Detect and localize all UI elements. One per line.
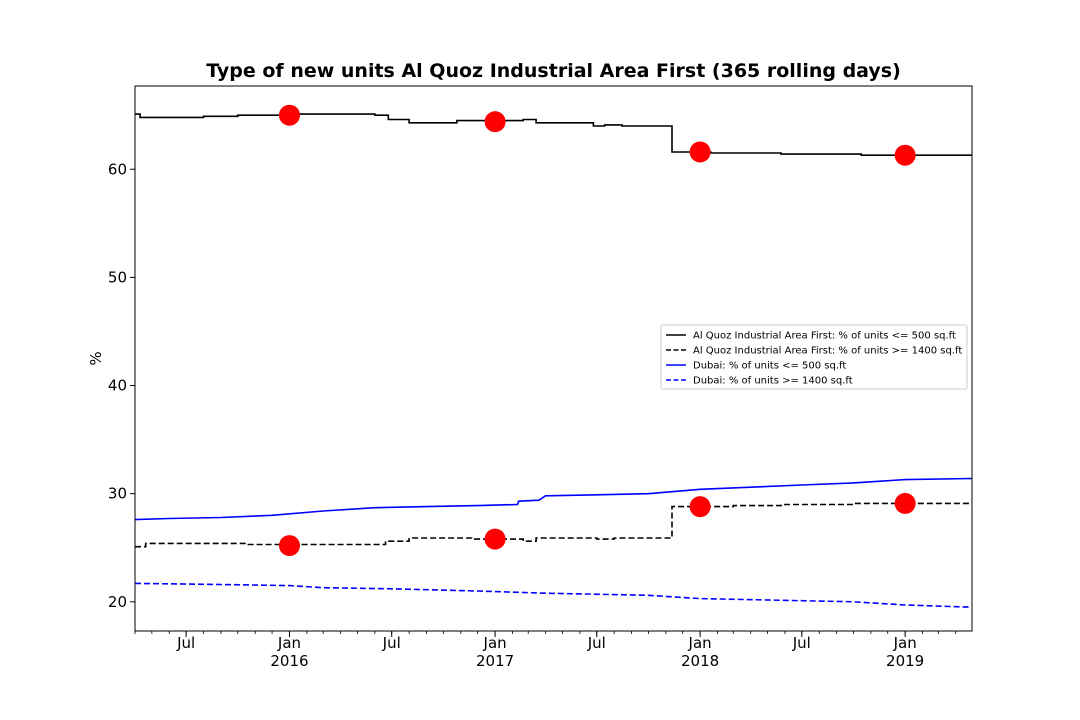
x-tick-label: Jan [688, 634, 712, 652]
marker-point-s1-4 [894, 144, 916, 166]
y-tick-label: 30 [108, 485, 127, 503]
series-layer [134, 113, 973, 608]
marker-point-s2-4 [894, 492, 916, 514]
y-tick-label: 60 [108, 160, 127, 178]
marker-layer [278, 104, 916, 557]
x-tick-label: Jan [277, 634, 301, 652]
legend-label-4: Dubai: % of units >= 1400 sq.ft [693, 376, 853, 387]
marker-point-s1-1 [278, 104, 300, 126]
legend-label-2: Al Quoz Industrial Area First: % of unit… [693, 346, 962, 357]
marker-point-s2-3 [689, 496, 711, 518]
x-tick-year-label: 2017 [476, 652, 514, 670]
x-tick-label: Jul [382, 634, 401, 652]
x-tick-label: Jan [893, 634, 917, 652]
y-tick-label: 50 [108, 268, 127, 286]
x-tick-year-label: 2018 [681, 652, 719, 670]
legend-label-3: Dubai: % of units <= 500 sq.ft [693, 361, 846, 372]
series-line-1 [135, 113, 972, 156]
legend: Al Quoz Industrial Area First: % of unit… [660, 324, 968, 390]
chart-title: Type of new units Al Quoz Industrial Are… [206, 60, 901, 82]
series-line-4 [134, 582, 973, 608]
x-tick-label: Jul [176, 634, 195, 652]
marker-point-s1-2 [484, 111, 506, 133]
x-tick-label: Jul [587, 634, 606, 652]
x-tick-year-label: 2019 [886, 652, 924, 670]
y-axis-label: % [87, 351, 105, 365]
y-tick-label: 40 [108, 377, 127, 395]
x-tick-label: Jan [483, 634, 507, 652]
series-line-2 [135, 502, 972, 548]
y-tick-label: 20 [108, 593, 127, 611]
x-tick-year-label: 2016 [270, 652, 308, 670]
series-line-3 [134, 477, 973, 521]
plot-area-frame [134, 85, 973, 632]
legend-label-1: Al Quoz Industrial Area First: % of unit… [693, 331, 956, 342]
x-tick-label: Jul [792, 634, 811, 652]
marker-point-s1-3 [689, 141, 711, 163]
legend-box [660, 324, 968, 390]
y-axis: 20 30 40 50 60 [108, 160, 135, 611]
marker-point-s2-2 [484, 528, 506, 550]
marker-point-s2-1 [278, 535, 300, 557]
